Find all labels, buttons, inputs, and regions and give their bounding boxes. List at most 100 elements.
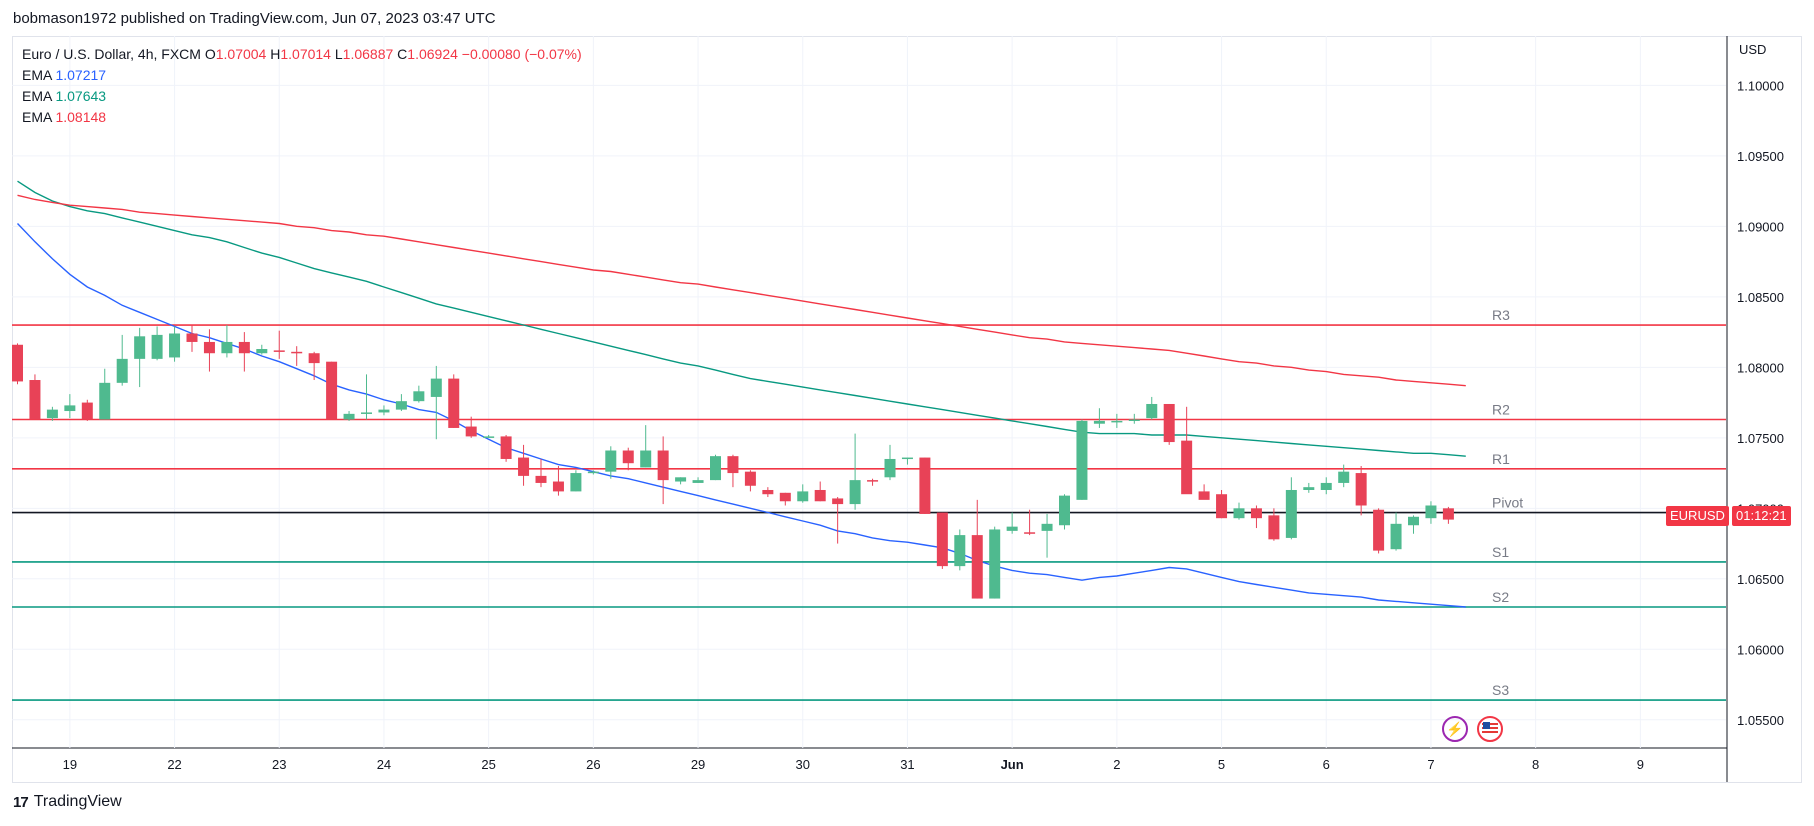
candle xyxy=(343,411,355,421)
candle-body xyxy=(518,457,530,476)
time-tick-label: 24 xyxy=(377,757,391,772)
candle xyxy=(849,433,861,510)
chart-legend: Euro / U.S. Dollar, 4h, FXCM O1.07004 H1… xyxy=(22,44,582,128)
currency-label: USD xyxy=(1739,42,1767,57)
candle xyxy=(1198,484,1210,500)
candle xyxy=(1285,477,1297,540)
candle-body xyxy=(1181,440,1193,495)
candle-body xyxy=(1076,420,1088,500)
ema-slow-line xyxy=(17,194,1466,387)
price-tick-label: 1.06000 xyxy=(1737,642,1784,657)
candle xyxy=(936,512,948,569)
time-tick-label: 19 xyxy=(63,757,77,772)
candle xyxy=(1146,396,1158,420)
candle-body xyxy=(1093,420,1105,424)
ema-mid-label: EMA xyxy=(22,88,52,104)
time-tick-label: 2 xyxy=(1113,757,1120,772)
candle xyxy=(884,444,896,481)
ema-slow-label: EMA xyxy=(22,109,52,125)
legend-o-label: O xyxy=(204,46,216,62)
candle-body xyxy=(675,477,687,482)
candle xyxy=(1303,482,1315,493)
candle-body xyxy=(99,382,111,420)
candle xyxy=(518,444,530,486)
candle xyxy=(361,374,372,420)
price-tick-label: 1.08000 xyxy=(1737,360,1784,375)
candle-body xyxy=(710,456,721,481)
candle xyxy=(1128,413,1140,424)
candle-body xyxy=(238,341,250,354)
legend-ohlc-row: Euro / U.S. Dollar, 4h, FXCM O1.07004 H1… xyxy=(22,44,582,65)
candle-body xyxy=(1216,494,1228,519)
candle xyxy=(273,330,285,359)
candle xyxy=(587,470,599,475)
legend-ema-slow[interactable]: EMA 1.08148 xyxy=(22,107,582,128)
candle-body xyxy=(1338,471,1350,483)
brand-name: TradingView xyxy=(33,793,122,810)
candle-body xyxy=(1320,482,1332,490)
pivot-level-label: Pivot xyxy=(1492,495,1523,511)
candle xyxy=(1425,501,1437,524)
candle xyxy=(238,332,250,372)
candle-body xyxy=(1303,487,1315,490)
price-tick-label: 1.09500 xyxy=(1737,149,1784,164)
time-tick-label: 6 xyxy=(1323,757,1330,772)
candle xyxy=(1181,406,1193,495)
lightning-icon[interactable]: ⚡ xyxy=(1442,716,1468,742)
candle xyxy=(1216,489,1228,519)
candle-body xyxy=(901,457,913,460)
candle xyxy=(710,454,721,481)
us-flag-icon[interactable] xyxy=(1477,716,1503,742)
candle-body xyxy=(779,492,791,502)
candle xyxy=(46,406,58,421)
candle-body xyxy=(134,336,146,359)
candle xyxy=(1373,508,1385,554)
candle-body xyxy=(762,489,774,495)
tradingview-brand[interactable]: 17 TradingView xyxy=(13,793,122,811)
candle xyxy=(81,399,93,421)
candle-body xyxy=(1111,420,1123,423)
candle xyxy=(535,458,547,488)
candle xyxy=(256,344,268,355)
pivot-level-label: S3 xyxy=(1492,682,1509,698)
ema-mid-value: 1.07643 xyxy=(55,88,107,104)
candle xyxy=(1024,509,1036,536)
candle xyxy=(326,361,338,420)
candle xyxy=(867,478,879,486)
candle xyxy=(1390,512,1402,551)
ema-fast-label: EMA xyxy=(22,67,52,83)
candle xyxy=(203,329,215,372)
time-tick-label: 9 xyxy=(1637,757,1644,772)
legend-c-label: C xyxy=(397,46,408,62)
legend-ema-fast[interactable]: EMA 1.07217 xyxy=(22,65,582,86)
legend-ema-mid[interactable]: EMA 1.07643 xyxy=(22,86,582,107)
candle xyxy=(1233,502,1245,520)
ema-mid-line xyxy=(17,180,1466,457)
candle-body xyxy=(1373,509,1385,551)
candle-body xyxy=(291,351,303,354)
candle-body xyxy=(989,529,1001,599)
candle-body xyxy=(169,333,181,358)
candle-body xyxy=(378,409,390,413)
candle xyxy=(1442,506,1454,524)
candle-body xyxy=(552,481,564,492)
candle xyxy=(395,394,407,412)
candle-body xyxy=(116,358,128,383)
ema-slow-value: 1.08148 xyxy=(55,109,107,125)
candle xyxy=(779,492,791,506)
us-flag-graphic xyxy=(1482,721,1498,737)
symbol-tag: EURUSD xyxy=(1666,506,1729,526)
candle-body xyxy=(64,405,76,412)
candle xyxy=(727,454,739,488)
candle-body xyxy=(849,480,861,505)
candle xyxy=(291,346,303,366)
candle xyxy=(762,487,774,498)
candle-body xyxy=(465,426,477,437)
candle xyxy=(1076,419,1088,500)
candle-body xyxy=(1163,403,1175,443)
candle-body xyxy=(570,473,582,492)
candle xyxy=(221,325,233,358)
candle-body xyxy=(395,401,407,410)
candle-body xyxy=(413,391,425,402)
